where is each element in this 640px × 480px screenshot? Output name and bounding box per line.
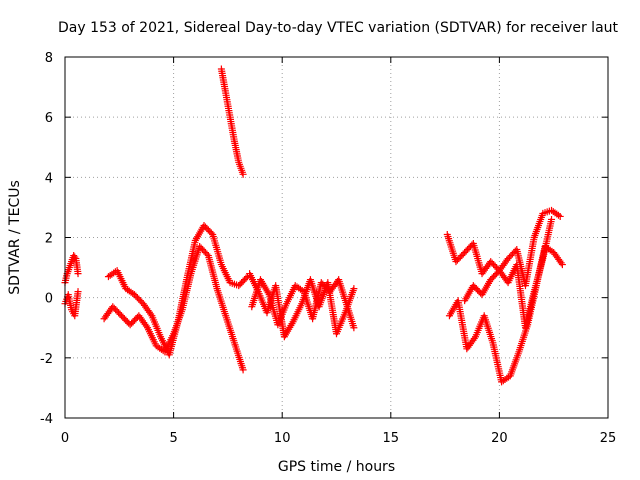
grid-lines: [65, 57, 608, 418]
plot-frame: [64, 56, 609, 419]
data-series: [217, 65, 247, 178]
data-point: [74, 270, 82, 278]
data-point: [548, 215, 556, 223]
y-tick-label: 2: [45, 232, 53, 247]
data-marks: [61, 65, 566, 386]
data-point: [350, 324, 358, 332]
y-tick-label: -2: [40, 352, 53, 367]
y-tick-label: 8: [45, 51, 53, 66]
data-series: [61, 252, 82, 287]
data-point: [350, 285, 358, 293]
data-series: [443, 206, 564, 290]
x-tick-label: 25: [600, 431, 617, 446]
data-series: [461, 215, 556, 332]
y-tick-label: -4: [40, 412, 53, 427]
x-tick-label: 10: [274, 431, 291, 446]
data-point: [239, 170, 247, 178]
y-tick-label: 6: [45, 111, 53, 126]
data-series: [248, 276, 358, 332]
data-point: [142, 322, 150, 330]
data-point: [557, 259, 565, 267]
data-series: [61, 288, 82, 320]
data-point: [71, 253, 79, 261]
chart-title: Day 153 of 2021, Sidereal Day-to-day VTE…: [58, 20, 619, 36]
data-series: [104, 221, 251, 359]
data-point: [470, 334, 478, 342]
y-tick-label: 4: [45, 171, 53, 186]
x-axis-label: GPS time / hours: [278, 459, 395, 475]
data-point: [239, 366, 247, 374]
data-point: [556, 212, 564, 220]
x-tick-label: 20: [491, 431, 508, 446]
data-point: [558, 261, 566, 269]
x-tick-label: 0: [61, 431, 69, 446]
x-tick-label: 15: [383, 431, 400, 446]
data-point: [147, 310, 155, 318]
data-point: [74, 288, 82, 296]
y-tick-label: 0: [45, 292, 53, 307]
data-point: [203, 250, 211, 258]
y-axis-label: SDTVAR / TECUs: [7, 180, 23, 295]
data-point: [207, 229, 215, 237]
x-tick-label: 5: [169, 431, 177, 446]
